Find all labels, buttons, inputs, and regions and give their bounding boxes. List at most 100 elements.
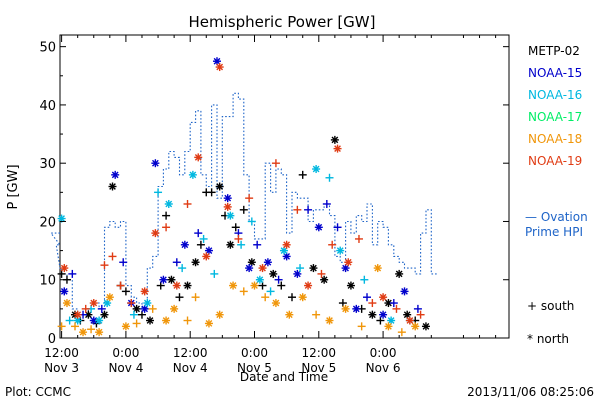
data-point-north: [105, 293, 114, 302]
data-point-north: [255, 275, 264, 284]
data-point-south: [57, 322, 66, 331]
data-point-north: [121, 322, 130, 331]
data-point-south: [357, 322, 366, 331]
data-point-north: [204, 319, 213, 328]
data-point-south: [338, 299, 347, 308]
data-point-north: [60, 264, 69, 273]
data-point-north: [73, 310, 82, 319]
plot-timestamp: 2013/11/06 08:25:06: [467, 385, 594, 399]
data-point-north: [215, 182, 224, 191]
data-point-south: [68, 269, 77, 278]
data-point-north: [352, 304, 361, 313]
data-point-north: [202, 252, 211, 261]
data-point-north: [103, 299, 112, 308]
data-point-south: [97, 304, 106, 313]
data-point-south: [397, 328, 406, 337]
data-point-north: [164, 199, 173, 208]
data-point-south: [322, 199, 331, 208]
data-point-north: [395, 269, 404, 278]
data-point-north: [223, 202, 232, 211]
data-point-south: [253, 240, 262, 249]
data-point-north: [188, 170, 197, 179]
ovation-hpi-line: [49, 92, 437, 316]
data-point-south: [239, 287, 248, 296]
data-point-north: [314, 223, 323, 232]
data-point-north: [282, 240, 291, 249]
data-point-north: [215, 63, 224, 72]
y-tick-label: 50: [39, 41, 56, 56]
x-tick-date-label: Nov 4: [173, 361, 208, 375]
data-point-north: [229, 281, 238, 290]
data-point-north: [212, 57, 221, 66]
data-point-north: [167, 275, 176, 284]
data-point-south: [178, 264, 187, 273]
data-point-north: [180, 240, 189, 249]
data-point-north: [204, 246, 213, 255]
data-point-north: [159, 275, 168, 284]
data-point-south: [207, 188, 216, 197]
y-tick-label: 0: [48, 332, 56, 347]
data-point-north: [183, 281, 192, 290]
data-point-south: [81, 304, 90, 313]
data-point-north: [194, 153, 203, 162]
data-point-north: [140, 287, 149, 296]
plot-frame: [59, 34, 510, 339]
data-point-north: [60, 287, 69, 296]
data-point-north: [384, 322, 393, 331]
data-point-north: [403, 310, 412, 319]
data-point-south: [317, 269, 326, 278]
data-point-south: [325, 173, 334, 182]
data-point-north: [247, 258, 256, 267]
data-point-south: [288, 293, 297, 302]
data-point-south: [376, 316, 385, 325]
data-point-north: [132, 304, 141, 313]
data-point-south: [239, 205, 248, 214]
data-point-south: [368, 299, 377, 308]
y-axis-label: P [GW]: [6, 164, 21, 209]
data-point-north: [191, 258, 200, 267]
data-point-south: [261, 293, 270, 302]
data-point-south: [87, 325, 96, 334]
data-point-south: [129, 310, 138, 319]
legend-north-marker: * north: [527, 332, 569, 346]
x-tick-date-label: Nov 5: [301, 361, 336, 375]
data-point-north: [263, 258, 272, 267]
data-point-north: [298, 293, 307, 302]
x-tick-time-label: 0:00: [112, 346, 139, 360]
data-point-north: [162, 316, 171, 325]
data-point-south: [389, 299, 398, 308]
x-tick-date-label: Nov 4: [108, 361, 143, 375]
data-point-north: [146, 316, 155, 325]
data-point-south: [175, 293, 184, 302]
data-point-north: [172, 281, 181, 290]
data-point-north: [279, 246, 288, 255]
data-point-north: [312, 165, 321, 174]
data-point-south: [231, 223, 240, 232]
data-point-north: [325, 316, 334, 325]
data-point-south: [328, 240, 337, 249]
data-point-north: [282, 252, 291, 261]
data-point-south: [210, 269, 219, 278]
data-point-north: [304, 281, 313, 290]
data-point-north: [373, 264, 382, 273]
data-point-north: [285, 310, 294, 319]
data-point-north: [140, 304, 149, 313]
legend-item-metp-02: METP-02: [528, 44, 580, 58]
data-point-north: [411, 322, 420, 331]
data-point-north: [151, 159, 160, 168]
legend: METP-02 NOAA-15 NOAA-16 NOAA-17 NOAA-18 NOAA-…: [528, 44, 582, 168]
data-point-south: [413, 304, 422, 313]
legend-item-noaa-17: NOAA-17: [528, 110, 582, 124]
data-point-north: [258, 264, 267, 273]
data-point-south: [148, 304, 157, 313]
data-point-north: [368, 310, 377, 319]
legend-item-noaa-18: NOAA-18: [528, 132, 582, 146]
data-point-north: [336, 246, 345, 255]
data-point-north: [379, 310, 388, 319]
data-point-north: [320, 275, 329, 284]
data-point-south: [416, 310, 425, 319]
data-point-south: [293, 205, 302, 214]
data-point-south: [271, 159, 280, 168]
data-point-south: [183, 199, 192, 208]
x-tick-date-label: Nov 3: [44, 361, 79, 375]
